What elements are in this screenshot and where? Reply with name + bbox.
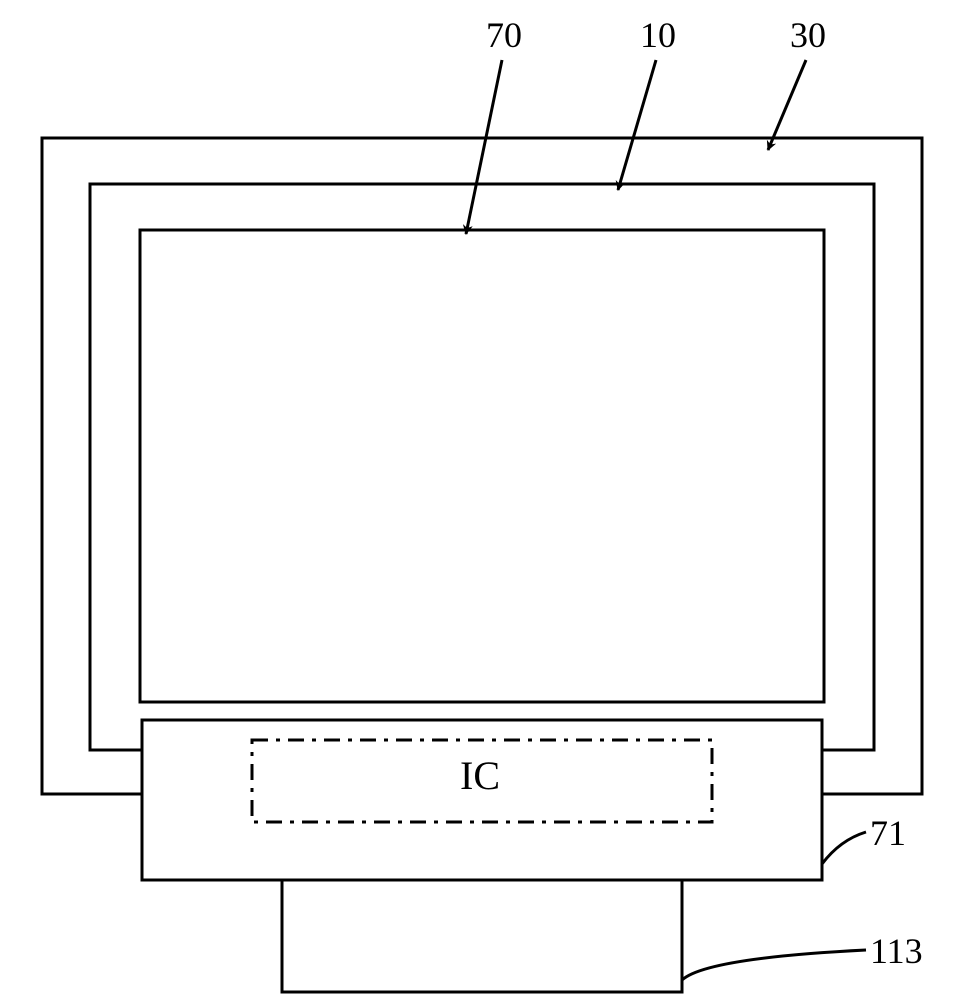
leader-71 <box>822 832 866 864</box>
bottom-rect <box>282 880 682 992</box>
label-70: 70 <box>486 14 522 56</box>
label-113: 113 <box>870 930 923 972</box>
label-10: 10 <box>640 14 676 56</box>
diagram-canvas: 70 10 30 71 113 IC <box>0 0 963 1000</box>
label-71: 71 <box>870 812 906 854</box>
diagram-svg <box>0 0 963 1000</box>
label-ic: IC <box>460 752 500 799</box>
inner-rect <box>140 230 824 702</box>
ic-tab-rect <box>142 720 822 880</box>
leader-113 <box>682 950 866 980</box>
arrow-70 <box>466 60 502 234</box>
label-30: 30 <box>790 14 826 56</box>
arrow-10 <box>618 60 656 190</box>
